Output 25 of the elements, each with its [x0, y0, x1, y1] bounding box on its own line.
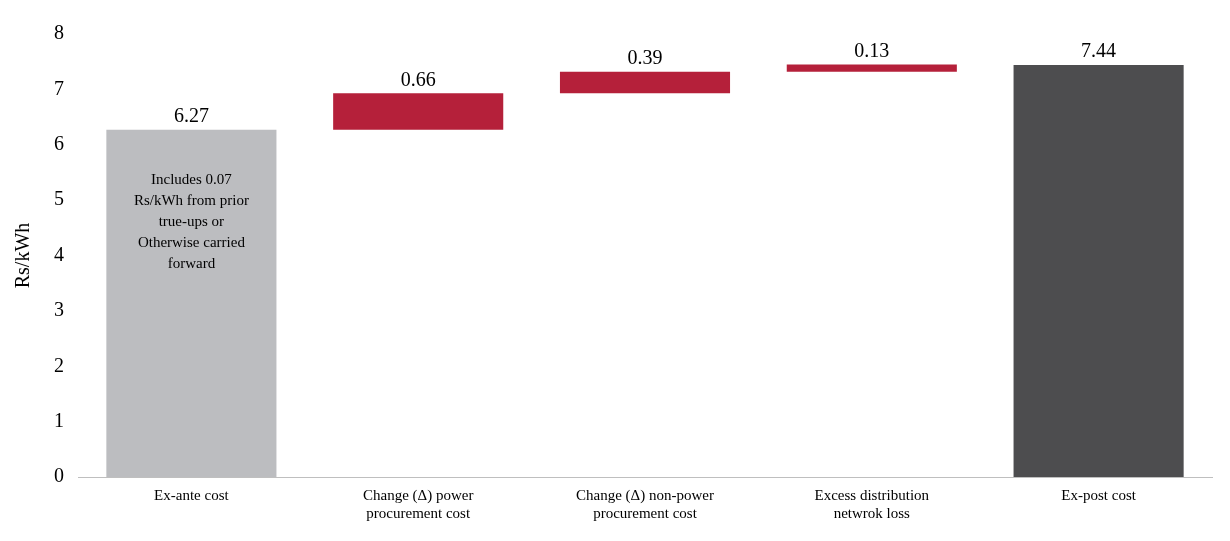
bar	[559, 71, 731, 94]
y-axis-title: Rs/kWh	[11, 222, 34, 289]
y-tick-label: 6	[54, 132, 64, 154]
y-tick-label: 8	[54, 21, 64, 44]
bar	[786, 64, 957, 72]
data-label: 7.44	[1081, 39, 1117, 62]
y-tick-label: 7	[54, 76, 64, 99]
bar	[333, 93, 504, 130]
data-label: 0.13	[854, 38, 890, 61]
y-tick-label: 4	[54, 242, 64, 265]
y-tick-label: 1	[54, 408, 64, 431]
y-tick-label: 0	[54, 464, 64, 487]
x-tick-label: Ex-ante cost	[154, 486, 230, 503]
x-tick-label: Excess distribution netwrok loss	[814, 486, 930, 521]
data-label: 0.39	[627, 45, 663, 68]
y-tick-label: 2	[54, 353, 64, 376]
y-tick-label: 5	[54, 187, 64, 210]
y-tick-label: 3	[54, 298, 64, 321]
annotation: Includes 0.07 Rs/kWh from prior true-ups or Otherwise carried forward	[133, 171, 249, 272]
x-tick-label: Change (Δ) power procurement cost	[362, 486, 474, 521]
data-label: 0.66	[400, 67, 436, 90]
bar	[1013, 65, 1184, 477]
data-label: 6.27	[173, 104, 209, 127]
x-tick-label: Ex-post cost	[1061, 486, 1137, 503]
x-tick-label: Change (Δ) non-power procurement cost	[576, 486, 714, 521]
